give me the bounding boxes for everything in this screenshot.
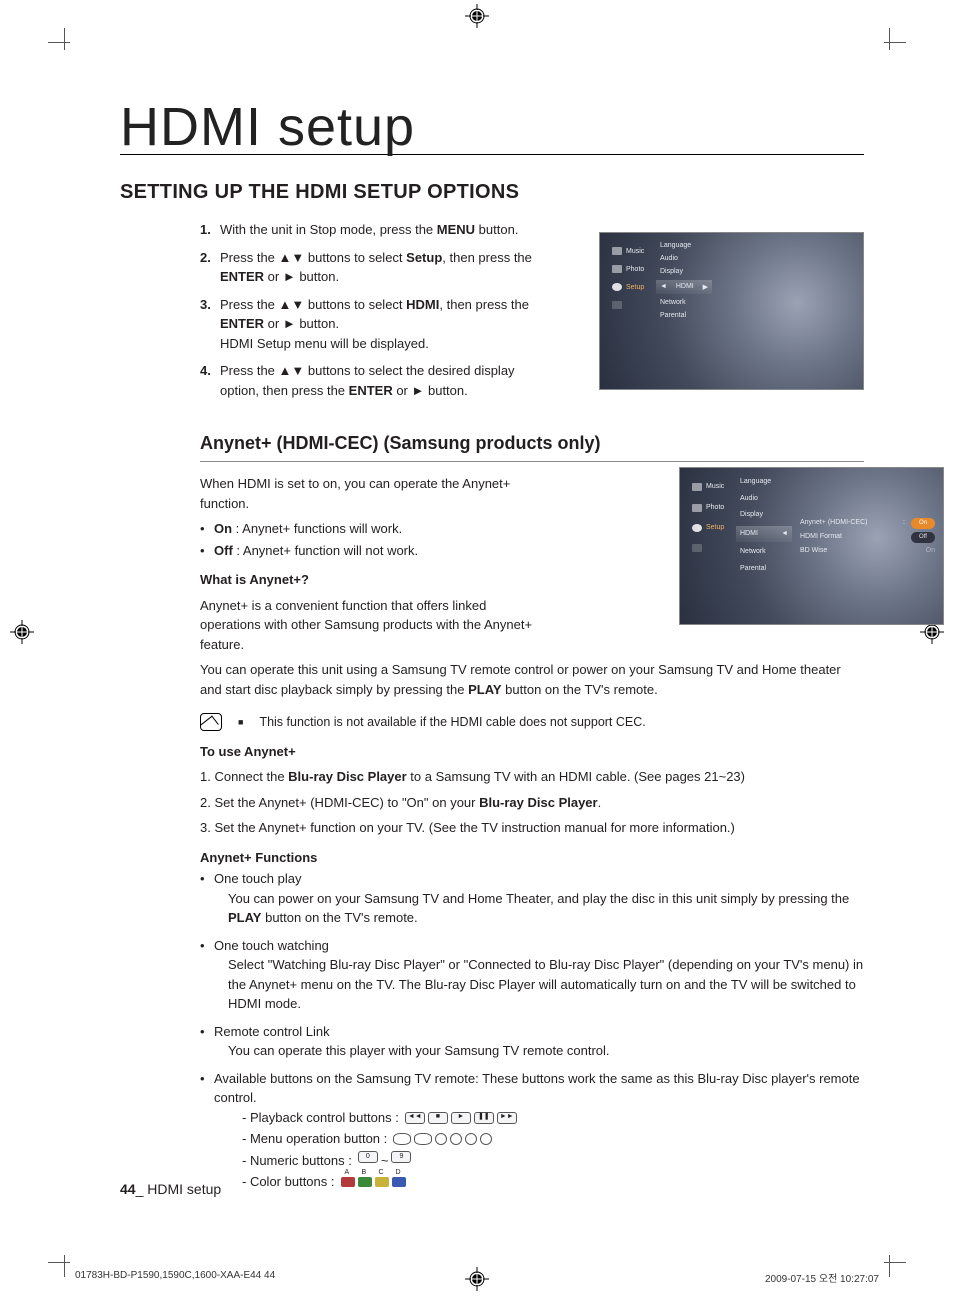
ui-mid-hdmi-selected: ◄HDMI▶ (656, 280, 712, 294)
menu-nav-icon (414, 1133, 432, 1145)
setup-icon (692, 524, 702, 532)
play-button-icon: ► (451, 1112, 471, 1124)
photo-icon (692, 504, 702, 512)
crop-mark (48, 1262, 70, 1263)
pause-button-icon: ❚❚ (474, 1112, 494, 1124)
menu-nav-icon (393, 1133, 411, 1145)
page-number: 44 (120, 1181, 136, 1197)
fn-remote-link: •Remote control LinkYou can operate this… (200, 1022, 864, 1061)
crop-mark (884, 42, 906, 43)
ui-right-cec: Anynet+ (HDMI-CEC):On (800, 518, 935, 529)
ui-mid-network: Network (660, 298, 708, 307)
print-footer: 01783H-BD-P1590,1590C,1600-XAA-E44 44 20… (75, 1270, 879, 1285)
music-icon (612, 247, 622, 255)
fastforward-button-icon: ►► (497, 1112, 517, 1124)
to-use-heading: To use Anynet+ (200, 742, 864, 762)
section-heading: SETTING UP THE HDMI SETUP OPTIONS (120, 181, 864, 204)
use-step-2: 2. Set the Anynet+ (HDMI-CEC) to "On" on… (200, 793, 864, 813)
menu-nav-icon (435, 1133, 447, 1145)
ui-side-photo: Photo (626, 266, 644, 273)
content-area: HDMI setup SETTING UP THE HDMI SETUP OPT… (120, 100, 864, 1202)
crop-mark (48, 42, 70, 43)
ui-mid-display: Display (660, 267, 708, 276)
print-footer-file: 01783H-BD-P1590,1590C,1600-XAA-E44 44 (75, 1270, 275, 1285)
page: HDMI setup SETTING UP THE HDMI SETUP OPT… (0, 0, 954, 1305)
fn-available-buttons: •Available buttons on the Samsung TV rem… (200, 1069, 864, 1194)
step-4: 4.Press the ▲▼ buttons to select the des… (200, 361, 550, 400)
sub-numeric-buttons: - Numeric buttons : 0 ~ 9 (228, 1151, 864, 1171)
ui-side-music: Music (626, 248, 644, 255)
lock-icon (612, 301, 622, 309)
print-footer-date: 2009-07-15 오전 10:27:07 (765, 1270, 879, 1285)
ui-mid-audio: Audio (660, 254, 708, 263)
ui-side-setup: Setup (626, 284, 644, 291)
crop-mark (884, 1262, 906, 1263)
crop-mark (64, 28, 65, 50)
photo-icon (612, 265, 622, 273)
sub-menu-buttons: - Menu operation button : (228, 1129, 864, 1149)
fn-one-touch-play: •One touch playYou can power on your Sam… (200, 869, 864, 928)
footer-label: HDMI setup (147, 1181, 221, 1197)
crop-mark (889, 28, 890, 50)
note-row: ■ This function is not available if the … (200, 713, 864, 732)
stop-button-icon: ■ (428, 1112, 448, 1124)
crop-mark (64, 1255, 65, 1277)
ui-right-format: HDMI FormatOff (800, 532, 935, 543)
ui-screenshot-anynet: Music Photo Setup Language Audio Display… (679, 467, 944, 625)
menu-nav-icon (480, 1133, 492, 1145)
what-is-anynet-desc: Anynet+ is a convenient function that of… (200, 596, 550, 655)
anynet-functions-list: •One touch playYou can power on your Sam… (200, 869, 864, 1194)
step-1: 1.With the unit in Stop mode, press the … (200, 220, 550, 240)
color-button-c-icon: C (375, 1177, 389, 1187)
ui-screenshot-setup: Music Photo Setup Language Audio Display… (599, 232, 864, 390)
ui-right-bdwise: BD WiseOn (800, 546, 935, 557)
note-icon (200, 713, 222, 731)
fn-one-touch-watching: •One touch watchingSelect "Watching Blu-… (200, 936, 864, 1014)
ui-mid-language: Language (660, 241, 708, 250)
page-footer: 44_ HDMI setup (120, 1181, 221, 1197)
music-icon (692, 483, 702, 491)
crop-mark (889, 1255, 890, 1277)
registration-mark-icon (465, 4, 489, 28)
anynet-functions-heading: Anynet+ Functions (200, 848, 864, 868)
menu-nav-icon (465, 1133, 477, 1145)
numeric-9-icon: 9 (391, 1151, 411, 1163)
step-3: 3.Press the ▲▼ buttons to select HDMI, t… (200, 295, 550, 354)
use-step-1: 1. Connect the Blu-ray Disc Player to a … (200, 767, 864, 787)
step-2: 2.Press the ▲▼ buttons to select Setup, … (200, 248, 550, 287)
anynet-operate: You can operate this unit using a Samsun… (200, 660, 864, 699)
rewind-button-icon: ◄◄ (405, 1112, 425, 1124)
sub-color-buttons: - Color buttons : A B C D (228, 1172, 864, 1192)
page-title: HDMI setup (120, 100, 864, 155)
anynet-intro: When HDMI is set to on, you can operate … (200, 474, 550, 513)
numeric-0-icon: 0 (358, 1151, 378, 1163)
anynet-heading: Anynet+ (HDMI-CEC) (Samsung products onl… (200, 430, 864, 462)
sub-playback-buttons: - Playback control buttons : ◄◄ ■ ► ❚❚ ►… (228, 1108, 864, 1128)
registration-mark-icon (10, 620, 34, 644)
color-button-d-icon: D (392, 1177, 406, 1187)
note-text: This function is not available if the HD… (259, 713, 645, 732)
menu-nav-icon (450, 1133, 462, 1145)
lock-icon (692, 544, 702, 552)
use-step-3: 3. Set the Anynet+ function on your TV. … (200, 818, 864, 838)
color-button-a-icon: A (341, 1177, 355, 1187)
ui-mid-parental: Parental (660, 311, 708, 320)
color-button-b-icon: B (358, 1177, 372, 1187)
setup-icon (612, 283, 622, 291)
